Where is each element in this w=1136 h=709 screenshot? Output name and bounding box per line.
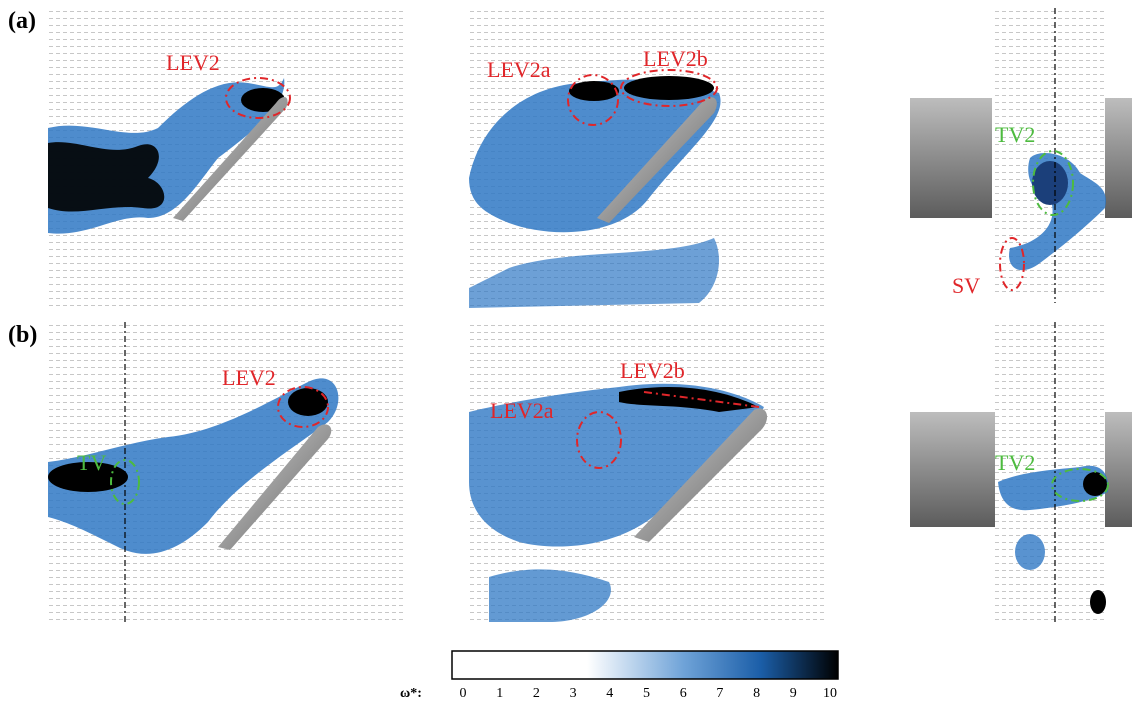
- annotation-tv2: TV2: [995, 450, 1036, 475]
- vorticity-region: [469, 238, 719, 308]
- tv-marker: [1032, 150, 1074, 216]
- vorticity-region: [1015, 534, 1045, 570]
- vorticity-region: [489, 569, 611, 622]
- colorbar-tick: 0: [459, 686, 467, 701]
- lev-marker: [620, 69, 718, 107]
- lev-marker: [277, 386, 329, 428]
- vorticity-region: [469, 383, 764, 547]
- vorticity-core: [619, 387, 759, 412]
- tv-marker: [1051, 468, 1109, 502]
- annotation-lev2b: LEV2b: [643, 46, 708, 71]
- panel-a-mid: [469, 8, 824, 308]
- vorticity-core: [624, 76, 714, 100]
- vorticity-core: [569, 81, 619, 101]
- annotation-lev2a: LEV2a: [487, 57, 551, 82]
- vorticity-region: [48, 378, 339, 554]
- annotation-lev2: LEV2: [222, 365, 276, 390]
- row-label-b: (b): [8, 322, 38, 348]
- colorbar-label: ω*:: [400, 686, 422, 701]
- vorticity-core: [1032, 161, 1068, 205]
- panel-a-left: [48, 8, 403, 308]
- annotation-lev2: LEV2: [166, 50, 220, 75]
- panel-b-left: [48, 322, 403, 622]
- colorbar-tick: 8: [753, 686, 761, 701]
- vorticity-region: [469, 79, 721, 233]
- vorticity-core: [48, 142, 165, 212]
- vorticity-colorbar: [451, 650, 839, 680]
- wing-shape: [634, 408, 768, 542]
- colorbar-tick: 4: [606, 686, 614, 701]
- vorticity-core: [1090, 590, 1106, 614]
- colorbar-tick: 10: [823, 686, 837, 701]
- annotation-lev2a: LEV2a: [490, 398, 554, 423]
- annotation-sv: SV: [952, 273, 981, 298]
- annotation-lev2b: LEV2b: [620, 358, 685, 383]
- lev-marker: [567, 74, 619, 126]
- colorbar-tick: 3: [569, 686, 577, 701]
- sv-marker: [999, 237, 1025, 291]
- row-label-a: (a): [8, 8, 36, 34]
- annotation-tv: TV: [77, 450, 107, 475]
- colorbar-tick: 2: [532, 686, 540, 701]
- colorbar-tick: 9: [789, 686, 797, 701]
- wing-shape: [597, 97, 717, 223]
- vorticity-core: [48, 462, 128, 492]
- tv-marker: [110, 459, 140, 505]
- vorticity-core: [1083, 472, 1107, 496]
- lev-marker: [576, 411, 622, 469]
- panel-b-right: [910, 322, 1132, 622]
- panel-b-mid: [469, 322, 824, 622]
- colorbar-tick: 1: [496, 686, 504, 701]
- colorbar-tick: 6: [679, 686, 687, 701]
- wing-shape: [218, 424, 332, 550]
- annotation-tv2: TV2: [995, 122, 1036, 147]
- panel-a-right: [910, 8, 1132, 303]
- wing-shape: [173, 96, 288, 221]
- vorticity-core: [288, 388, 328, 416]
- lev-marker: [225, 77, 291, 119]
- lev-marker: [643, 391, 760, 408]
- colorbar-tick: 7: [716, 686, 724, 701]
- colorbar-tick: 5: [643, 686, 650, 701]
